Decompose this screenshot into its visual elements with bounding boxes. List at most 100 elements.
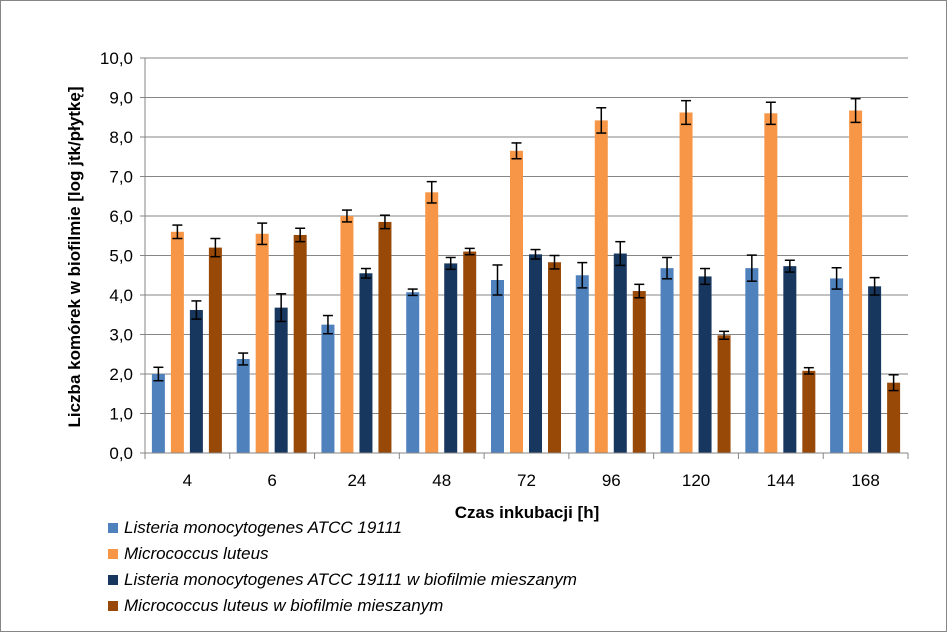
x-tick-label: 4 [183, 471, 192, 490]
x-tick-labels: 4 6 24 48 72 96 120 144 168 [183, 471, 880, 490]
bar [463, 251, 477, 453]
bar [510, 150, 523, 453]
bar [849, 110, 863, 453]
bar [274, 307, 288, 453]
error-bar [596, 107, 607, 134]
error-bar [662, 256, 673, 280]
y-axis-title: Liczba komórek w biofilmie [log jtk/płyt… [65, 86, 84, 427]
error-bar [615, 240, 626, 267]
bar [887, 382, 901, 453]
x-tick-label: 48 [432, 471, 451, 490]
bar [359, 273, 373, 453]
error-bar [322, 314, 333, 335]
y-tick-label: 3,0 [109, 326, 133, 345]
bar [594, 120, 608, 453]
error-bar [257, 222, 268, 246]
y-tick-label: 7,0 [109, 168, 133, 187]
error-bar [700, 267, 711, 286]
error-bar [831, 266, 842, 290]
error-bar [850, 97, 861, 124]
error-bar [549, 254, 560, 270]
legend-item: Micrococcus luteus w biofilmie mieszanym [108, 593, 577, 619]
bar [660, 268, 674, 453]
bar [632, 291, 646, 453]
legend-item: Micrococcus luteus [108, 541, 577, 567]
error-bar [379, 214, 390, 230]
y-tick-label: 9,0 [109, 89, 133, 108]
error-bar [765, 101, 776, 126]
x-tick-label: 96 [602, 471, 621, 490]
bar [764, 113, 778, 454]
bar [444, 263, 458, 453]
error-bar [869, 276, 880, 296]
bar [340, 216, 354, 453]
bar [613, 253, 627, 453]
y-tick-label: 4,0 [109, 286, 133, 305]
error-bar [577, 261, 588, 289]
y-tick-label: 1,0 [109, 405, 133, 424]
y-tick-label: 0,0 [109, 444, 133, 463]
bar [378, 221, 392, 453]
y-tick-labels: 0,0 1,0 2,0 3,0 4,0 5,0 6,0 7,0 8,0 9,0 10,0 [100, 49, 133, 463]
error-bar [238, 352, 249, 366]
legend-label: Micrococcus luteus w biofilmie mieszanym [124, 596, 444, 615]
x-tick-label: 144 [767, 471, 795, 490]
bars [151, 110, 901, 454]
grid-lines [140, 57, 908, 454]
x-axis-title: Czas inkubacji [h] [455, 503, 600, 522]
error-bar [276, 293, 287, 323]
x-tick-label: 120 [682, 471, 710, 490]
legend-label: Micrococcus luteus [124, 544, 269, 563]
error-bar [511, 142, 522, 160]
error-bar [681, 99, 692, 126]
error-bar [360, 267, 371, 279]
error-bar [210, 237, 221, 258]
bar [321, 324, 335, 453]
bar [236, 358, 250, 453]
legend-item: Listeria monocytogenes ATCC 19111 [108, 515, 577, 541]
legend-label: Listeria monocytogenes ATCC 19111 [124, 518, 403, 537]
x-tick-label: 6 [267, 471, 276, 490]
y-tick-label: 2,0 [109, 365, 133, 384]
error-bar [153, 366, 164, 382]
legend-item: Listeria monocytogenes ATCC 19111 w biof… [108, 567, 577, 593]
bar [868, 286, 882, 453]
legend-swatch [108, 575, 118, 585]
bar [679, 112, 693, 453]
legend: Listeria monocytogenes ATCC 19111 Microco… [108, 515, 577, 619]
bar [208, 247, 222, 453]
bar [491, 279, 504, 453]
bar [293, 234, 307, 453]
bar [151, 374, 165, 453]
error-bar [295, 227, 306, 243]
legend-swatch [108, 523, 118, 533]
bar [406, 292, 420, 453]
bar [189, 310, 203, 453]
bar [425, 192, 439, 454]
bar [830, 278, 844, 453]
bar [575, 275, 589, 453]
error-bar [803, 366, 814, 375]
error-bar [426, 180, 437, 204]
bar [548, 262, 561, 453]
bar [783, 266, 797, 453]
bar [255, 233, 269, 453]
bar [529, 254, 542, 453]
y-tick-label: 5,0 [109, 247, 133, 266]
error-bars [153, 97, 899, 392]
x-tick-label: 24 [347, 471, 366, 490]
legend-swatch [108, 549, 118, 559]
legend-swatch [108, 601, 118, 611]
bar [170, 231, 184, 453]
error-bar [634, 283, 645, 299]
y-tick-label: 8,0 [109, 128, 133, 147]
error-bar [719, 330, 730, 340]
bar [745, 268, 759, 453]
axes [144, 58, 909, 459]
error-bar [191, 300, 202, 320]
error-bar [888, 374, 899, 392]
error-bar [407, 288, 418, 297]
error-bar [445, 256, 456, 271]
error-bar [172, 224, 183, 240]
